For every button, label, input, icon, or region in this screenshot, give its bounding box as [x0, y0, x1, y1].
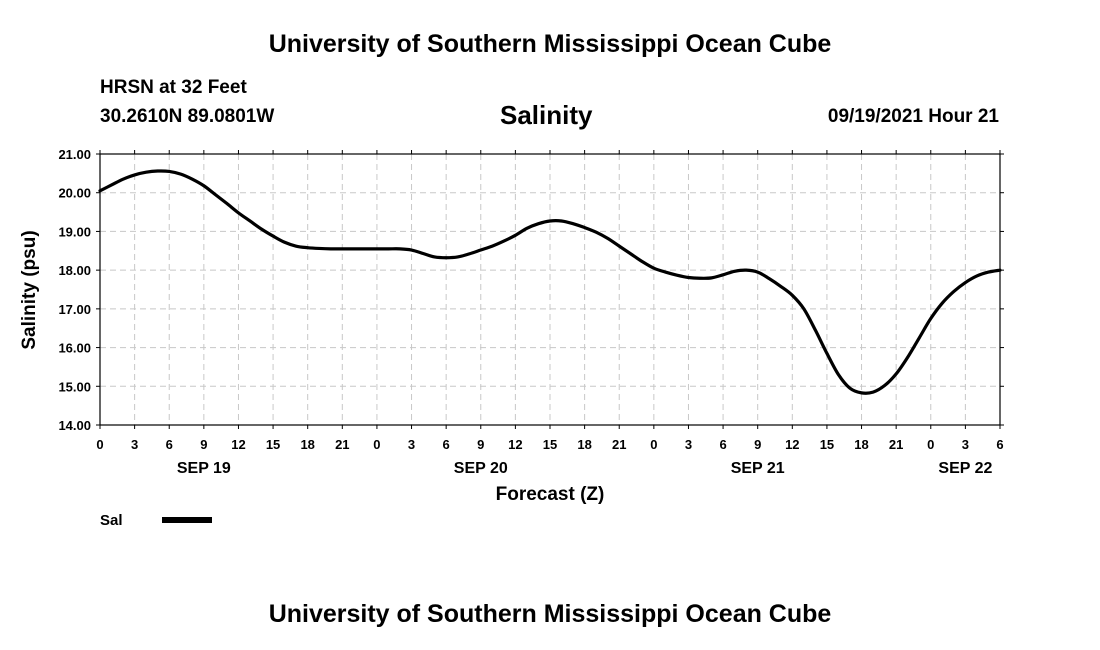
x-axis-labels: 0 3 6 9 12 15 18 21 0 3 6 9 12 15 18 21 0 3 6 9 12 15 18 21 0 3 6: [96, 437, 1003, 452]
grid: [100, 154, 1000, 425]
x-axis-day-labels: SEP 19 SEP 20 SEP 21 SEP 22: [177, 460, 993, 477]
x-tick-label: 0: [373, 437, 380, 452]
x-tick-label: 6: [996, 437, 1003, 452]
x-tick-label: 9: [200, 437, 207, 452]
x-tick-label: 3: [131, 437, 138, 452]
day-label: SEP 21: [731, 460, 785, 477]
x-tick-label: 0: [927, 437, 934, 452]
x-tick-label: 18: [854, 437, 868, 452]
legend: Sal: [100, 512, 212, 529]
chart-title: Salinity: [500, 100, 593, 130]
series-line-sal: [98, 169, 1002, 395]
station-label: HRSN at 32 Feet: [100, 77, 247, 98]
x-axis-title: Forecast (Z): [496, 484, 605, 505]
x-tick-label: 0: [650, 437, 657, 452]
x-tick-label: 6: [719, 437, 726, 452]
day-label: SEP 19: [177, 460, 231, 477]
y-tick-label: 15.00: [58, 379, 91, 394]
y-tick-label: 20.00: [58, 186, 91, 201]
x-tick-label: 12: [508, 437, 522, 452]
x-tick-label: 21: [335, 437, 349, 452]
y-tick-label: 16.00: [58, 341, 91, 356]
x-tick-label: 6: [166, 437, 173, 452]
x-tick-label: 18: [577, 437, 591, 452]
y-tick-label: 14.00: [58, 418, 91, 433]
y-axis-labels: 14.00 15.00 16.00 17.00 18.00 19.00 20.00 21.00: [58, 147, 91, 433]
x-tick-label: 3: [685, 437, 692, 452]
x-tick-label: 21: [612, 437, 626, 452]
footer-title: University of Southern Mississippi Ocean…: [268, 600, 832, 628]
x-tick-label: 0: [96, 437, 103, 452]
y-tick-label: 19.00: [58, 224, 91, 239]
x-tick-label: 15: [820, 437, 834, 452]
x-tick-label: 9: [477, 437, 484, 452]
x-tick-label: 6: [443, 437, 450, 452]
x-tick-label: 21: [889, 437, 903, 452]
x-tick-label: 12: [785, 437, 799, 452]
x-tick-label: 3: [962, 437, 969, 452]
x-tick-label: 12: [231, 437, 245, 452]
forecast-timestamp: 09/19/2021 Hour 21: [827, 106, 999, 127]
x-tick-label: 3: [408, 437, 415, 452]
day-label: SEP 22: [938, 460, 992, 477]
y-tick-label: 17.00: [58, 302, 91, 317]
page-title: University of Southern Mississippi Ocean…: [268, 30, 832, 58]
y-tick-label: 18.00: [58, 263, 91, 278]
x-tick-label: 15: [543, 437, 557, 452]
day-label: SEP 20: [454, 460, 508, 477]
x-tick-label: 18: [300, 437, 314, 452]
axis-ticks: [96, 150, 1004, 429]
station-coordinates: 30.2610N 89.0801W: [100, 106, 275, 127]
y-tick-label: 21.00: [58, 147, 91, 162]
x-tick-label: 9: [754, 437, 761, 452]
y-axis-title: Salinity (psu): [19, 230, 40, 349]
legend-label: Sal: [100, 512, 123, 529]
x-tick-label: 15: [266, 437, 280, 452]
